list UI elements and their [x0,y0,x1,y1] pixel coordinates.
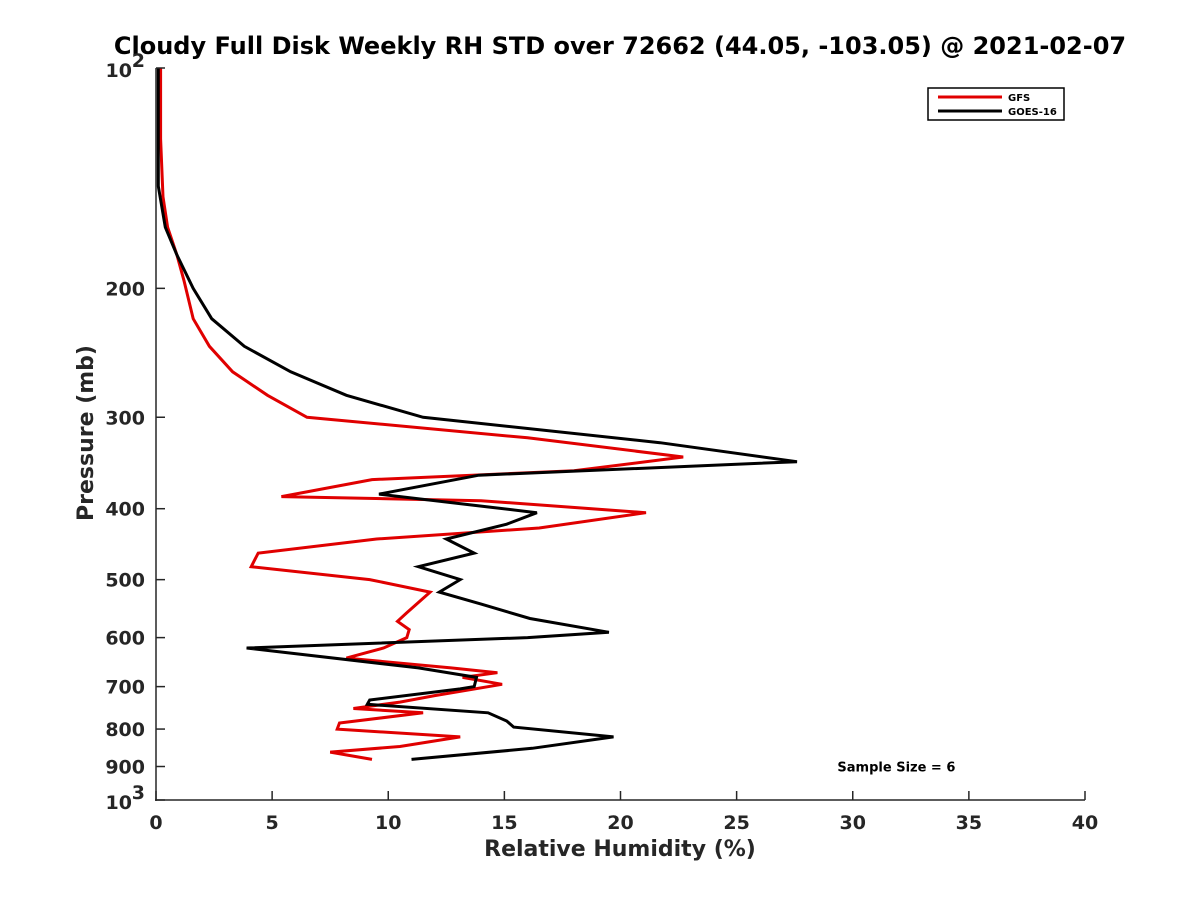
x-tick-label: 0 [149,812,162,834]
y-tick-label: 700 [105,677,145,699]
legend-label-goes-16: GOES-16 [1008,107,1057,118]
y-tick-label: 200 [105,278,145,300]
x-tick-label: 15 [491,812,517,834]
legend: GFS GOES-16 [927,87,1065,121]
y-axis-label: Pressure (mb) [74,345,99,521]
x-tick-label: 20 [607,812,633,834]
y-tick-label: 500 [105,570,145,592]
y-tick-label: 10 [106,792,132,814]
series-line-goes-16 [156,68,798,761]
y-tick-label: 300 [105,407,145,429]
series-line-gfs [159,68,684,761]
legend-box [927,87,1065,121]
y-tick-label: 400 [105,499,145,521]
x-tick-label: 25 [723,812,749,834]
x-tick-label: 40 [1072,812,1098,834]
x-tick-label: 30 [840,812,866,834]
y-tick-label: 10 [106,60,132,82]
x-tick-label: 35 [956,812,982,834]
chart-title: Cloudy Full Disk Weekly RH STD over 7266… [114,32,1126,60]
x-tick-label: 5 [266,812,279,834]
plot-area [156,68,798,761]
legend-label-gfs: GFS [1008,93,1030,104]
annotations: Sample Size = 6 [837,761,955,776]
y-tick-exponent: 2 [132,50,145,72]
y-tick-label: 900 [105,757,145,779]
y-tick-label: 600 [105,628,145,650]
x-tick-label: 10 [375,812,401,834]
sample-size-annotation: Sample Size = 6 [837,761,955,776]
x-axis-label: Relative Humidity (%) [484,837,756,862]
y-tick-exponent: 3 [132,782,145,804]
y-tick-label: 800 [105,719,145,741]
